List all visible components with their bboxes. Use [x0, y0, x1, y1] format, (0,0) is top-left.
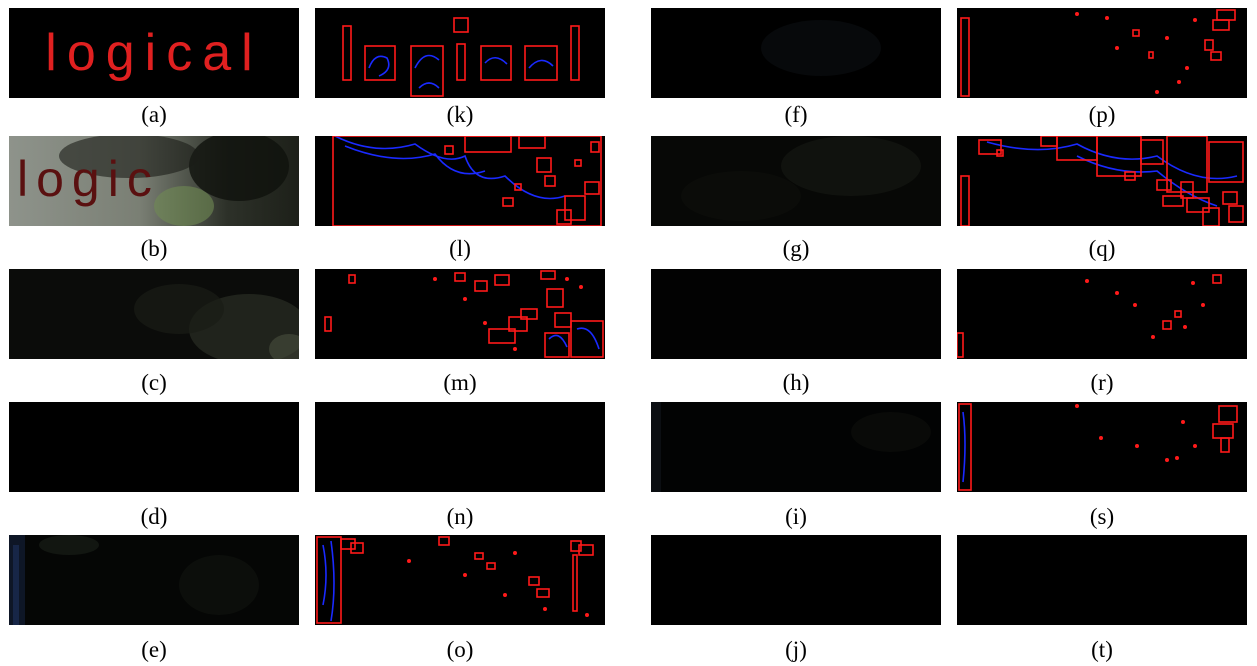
caption-a: (a): [141, 102, 167, 127]
panel-s: [957, 402, 1247, 492]
caption-t: (t): [1091, 637, 1113, 662]
panel-c: [9, 269, 299, 359]
caption-q: (q): [1088, 236, 1116, 261]
caption-i: (i): [785, 504, 807, 529]
panel-t: [957, 535, 1247, 625]
panel-f: [651, 8, 941, 98]
caption-m: (m): [443, 370, 477, 395]
caption-e: (e): [141, 637, 167, 662]
caption-b: (b): [140, 236, 168, 261]
caption-h: (h): [782, 370, 810, 395]
caption-c: (c): [141, 370, 167, 395]
panel-e: [9, 535, 299, 625]
panel-h: [651, 269, 941, 359]
caption-l: (l): [449, 236, 471, 261]
panel-n: [315, 402, 605, 492]
caption-j: (j): [785, 637, 807, 662]
caption-s: (s): [1089, 504, 1115, 529]
caption-f: (f): [784, 102, 808, 127]
caption-o: (o): [446, 637, 474, 662]
caption-r: (r): [1090, 370, 1114, 395]
panel-a: logical: [9, 8, 299, 98]
panel-p: [957, 8, 1247, 98]
caption-d: (d): [140, 504, 168, 529]
panel-m: [315, 269, 605, 359]
panel-i: [651, 402, 941, 492]
caption-p: (p): [1088, 102, 1116, 127]
panel-o: [315, 535, 605, 625]
panel-b-text: logic: [17, 151, 160, 207]
caption-k: (k): [446, 102, 474, 127]
panel-a-text: logical: [45, 24, 262, 82]
panel-g: [651, 136, 941, 226]
caption-n: (n): [446, 504, 474, 529]
panel-k: [315, 8, 605, 98]
panel-d: [9, 402, 299, 492]
panel-q: [957, 136, 1247, 226]
panel-l: [315, 136, 605, 226]
panel-b: logic: [9, 136, 299, 226]
panel-r: [957, 269, 1247, 359]
caption-g: (g): [782, 236, 810, 261]
panel-j: [651, 535, 941, 625]
